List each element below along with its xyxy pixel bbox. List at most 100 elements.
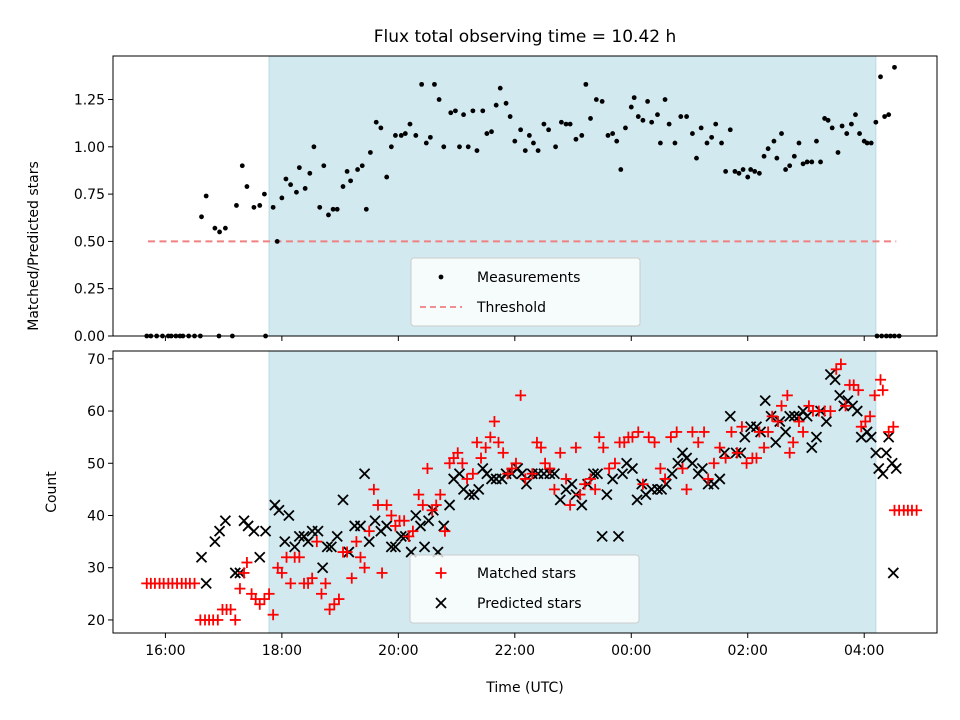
matched-star-point: [544, 463, 556, 474]
time-x-tick-label: 22:00: [495, 643, 535, 659]
measurement-point: [787, 163, 793, 169]
predicted-star-point: [248, 525, 260, 537]
matched-star-point: [659, 473, 671, 485]
measurement-point: [844, 131, 850, 136]
measurement-point: [330, 206, 336, 212]
ratio-axes-frame: [112, 55, 938, 337]
matched-star-point: [665, 431, 677, 443]
measurement-point: [432, 81, 437, 87]
measurement-point: [535, 148, 541, 153]
predicted-star-point: [354, 520, 367, 532]
time-x-axis-label: Time (UTC): [485, 680, 563, 696]
legend-measurements-label: Measurements: [477, 270, 580, 286]
measurement-point: [740, 167, 746, 172]
measurement-point: [614, 138, 620, 144]
matched-star-point: [603, 463, 615, 474]
count-legend: Matched stars Predicted stars: [409, 554, 640, 624]
predicted-star-point: [422, 515, 435, 527]
matched-star-point: [229, 614, 241, 626]
measurement-point: [489, 129, 494, 135]
measurement-point: [522, 148, 528, 153]
measurement-point: [457, 144, 462, 150]
predicted-star-point: [337, 494, 349, 506]
predicted-star-point: [279, 535, 291, 548]
measurement-point: [694, 155, 699, 161]
ratio-x-ticks: [164, 336, 865, 341]
matched-star-point: [564, 499, 576, 511]
measurement-point: [662, 97, 668, 102]
measurement-point: [441, 144, 447, 150]
measurement-point: [655, 112, 660, 118]
predicted-star-point: [880, 447, 892, 459]
measurement-point: [480, 108, 486, 114]
matched-star-point: [835, 358, 847, 370]
measurement-point: [628, 104, 634, 110]
measurement-point: [512, 138, 518, 144]
measurement-point: [745, 174, 751, 180]
matched-star-point: [824, 405, 836, 417]
matched-star-point: [649, 436, 661, 448]
predicted-star-point: [759, 394, 771, 407]
measurement-point: [546, 127, 551, 133]
predicted-star-point: [724, 410, 736, 422]
measurement-point: [684, 114, 689, 119]
measurement-point: [783, 167, 788, 172]
legend-threshold-label: Threshold: [476, 300, 546, 316]
time-x-tick-label: 20:00: [378, 643, 418, 659]
predicted-star-point: [302, 535, 314, 548]
measurement-point: [804, 159, 810, 165]
matched-star-point: [285, 577, 297, 589]
matched-star-point: [597, 442, 609, 454]
predicted-star-point: [200, 577, 212, 590]
measurement-point: [814, 138, 819, 144]
measurement-point: [402, 131, 408, 136]
predicted-star-point: [820, 415, 832, 428]
matched-star-point: [497, 447, 509, 459]
measurement-point: [427, 134, 433, 140]
measurement-point: [835, 150, 841, 155]
matched-star-point: [471, 436, 483, 448]
measurement-point: [307, 170, 313, 176]
matched-star-point: [869, 389, 881, 401]
measurement-point: [666, 121, 672, 127]
count-legend-box: [409, 554, 640, 624]
matched-star-point: [781, 389, 793, 401]
predicted-star-point: [672, 457, 684, 469]
count-y-ticks: 20 30 40 50 60 70: [87, 352, 113, 629]
matched-star-point: [793, 416, 805, 427]
predicted-star-point: [325, 541, 338, 553]
matched-star-point: [385, 510, 397, 521]
matched-star-point: [736, 421, 748, 433]
measurement-point: [493, 102, 499, 108]
matched-star-point: [376, 567, 388, 579]
predicted-star-point: [312, 525, 324, 537]
time-x-tick-label: 00:00: [611, 643, 651, 659]
measurement-point: [448, 110, 454, 116]
predicted-star-point: [473, 483, 485, 496]
measurement-point: [274, 239, 280, 244]
predicted-star-point: [739, 431, 751, 443]
predicted-star-point: [443, 499, 456, 511]
measurement-point: [384, 174, 390, 180]
ratio-legend: Measurements Threshold: [410, 257, 641, 327]
measurement-point: [317, 204, 323, 210]
measurement-point: [878, 74, 883, 80]
matched-star-point: [887, 421, 899, 433]
matched-star-point: [493, 436, 505, 448]
measurement-point: [436, 97, 442, 102]
predicted-star-point: [289, 541, 301, 553]
measurement-point: [698, 125, 704, 131]
matched-star-point: [708, 457, 720, 469]
measurement-point: [294, 189, 299, 195]
measurement-point: [262, 191, 267, 197]
measurement-point: [868, 140, 874, 146]
matched-star-point: [293, 551, 305, 563]
measurement-point: [378, 125, 384, 131]
predicted-star-point: [616, 468, 629, 480]
measurement-point: [334, 206, 340, 212]
predicted-star-point: [395, 530, 407, 543]
matched-star-point: [772, 416, 784, 427]
measurement-point: [398, 133, 404, 138]
matched-star-point: [263, 588, 275, 600]
matched-star-point: [434, 489, 446, 501]
